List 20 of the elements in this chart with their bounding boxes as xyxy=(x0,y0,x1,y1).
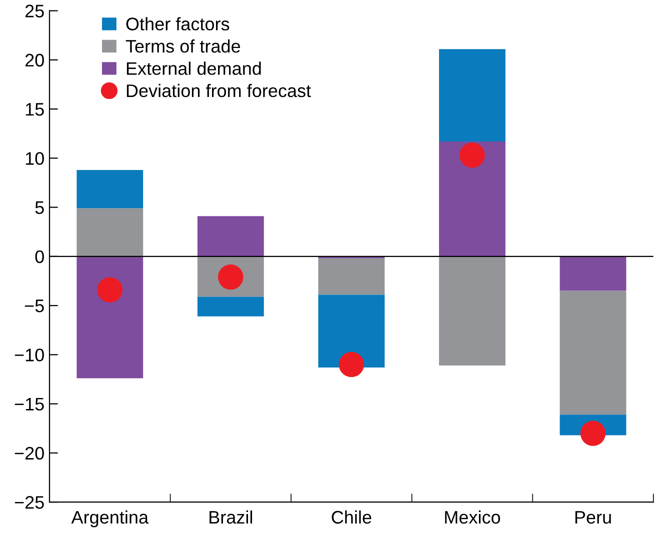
y-tick-label: −15 xyxy=(14,398,44,411)
legend-label: Deviation from forecast xyxy=(126,84,311,98)
x-tick-label: Peru xyxy=(575,511,611,524)
y-tick-label: 20 xyxy=(25,54,44,67)
y-tick-label: 15 xyxy=(26,103,44,116)
y-tick-label: −25 xyxy=(14,496,44,509)
y-tick-label: 10 xyxy=(26,152,44,165)
y-tick-label: 5 xyxy=(35,201,44,214)
y-tick-label: 25 xyxy=(25,4,44,18)
legend-label: Other factors xyxy=(126,17,230,30)
x-tick-label: Chile xyxy=(332,510,372,524)
y-tick-label: −10 xyxy=(14,348,44,362)
x-tick-label: Argentina xyxy=(71,510,149,528)
x-tick-label: Brazil xyxy=(210,510,252,524)
y-tick-label: −5 xyxy=(24,300,44,312)
y-tick-label: 0 xyxy=(35,250,44,264)
y-tick-label: −20 xyxy=(14,446,44,460)
x-tick-label: Mexico xyxy=(445,510,500,524)
legend-label: Terms of trade xyxy=(126,39,240,53)
legend-label: External demand xyxy=(126,62,261,75)
